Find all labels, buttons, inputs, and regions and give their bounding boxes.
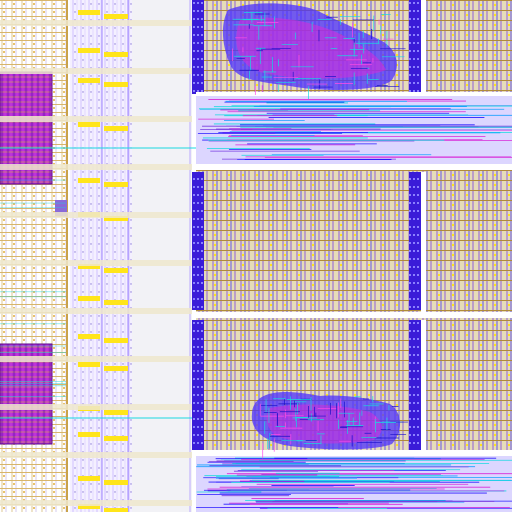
channel-separators bbox=[196, 0, 512, 456]
io-pin bbox=[78, 296, 100, 301]
io-pin bbox=[104, 126, 128, 131]
io-pin bbox=[78, 178, 100, 183]
cell-row-stripe bbox=[0, 116, 192, 122]
cell-row-stripe bbox=[0, 452, 192, 458]
io-pin bbox=[78, 334, 100, 339]
cell-row-stripe bbox=[0, 404, 192, 410]
io-pin bbox=[104, 436, 128, 441]
io-pin bbox=[78, 476, 100, 481]
io-pin bbox=[104, 338, 128, 343]
cell-row-stripe bbox=[0, 20, 192, 26]
io-pin bbox=[104, 366, 128, 371]
io-pin bbox=[78, 362, 100, 367]
io-pin bbox=[78, 48, 100, 53]
io-pin bbox=[104, 82, 128, 87]
cell-row-stripe bbox=[0, 500, 192, 506]
io-pin bbox=[104, 480, 128, 485]
cell-row-stripe bbox=[0, 212, 192, 218]
io-pin bbox=[104, 410, 128, 415]
io-pin bbox=[104, 300, 128, 305]
io-pin bbox=[104, 182, 128, 187]
io-pin bbox=[104, 216, 128, 221]
cell-row-stripe bbox=[0, 356, 192, 362]
cell-row-stripe bbox=[0, 164, 192, 170]
io-pin bbox=[104, 52, 128, 57]
io-pin bbox=[104, 268, 128, 273]
io-pin bbox=[104, 508, 128, 512]
io-pin bbox=[78, 432, 100, 437]
io-pin bbox=[78, 264, 100, 269]
standard-cell-array-mid bbox=[196, 170, 512, 312]
cell-row-stripe bbox=[0, 308, 192, 314]
routing-detail bbox=[0, 10, 512, 512]
cell-row-stripe bbox=[0, 68, 192, 74]
io-pin bbox=[78, 122, 100, 127]
power-rails bbox=[192, 0, 421, 450]
io-pin bbox=[78, 504, 100, 509]
io-pin bbox=[78, 10, 100, 15]
cell-row-stripe bbox=[0, 260, 192, 266]
io-pin bbox=[78, 78, 100, 83]
io-pin bbox=[104, 14, 128, 19]
routing-congestion-bottom bbox=[251, 392, 401, 450]
